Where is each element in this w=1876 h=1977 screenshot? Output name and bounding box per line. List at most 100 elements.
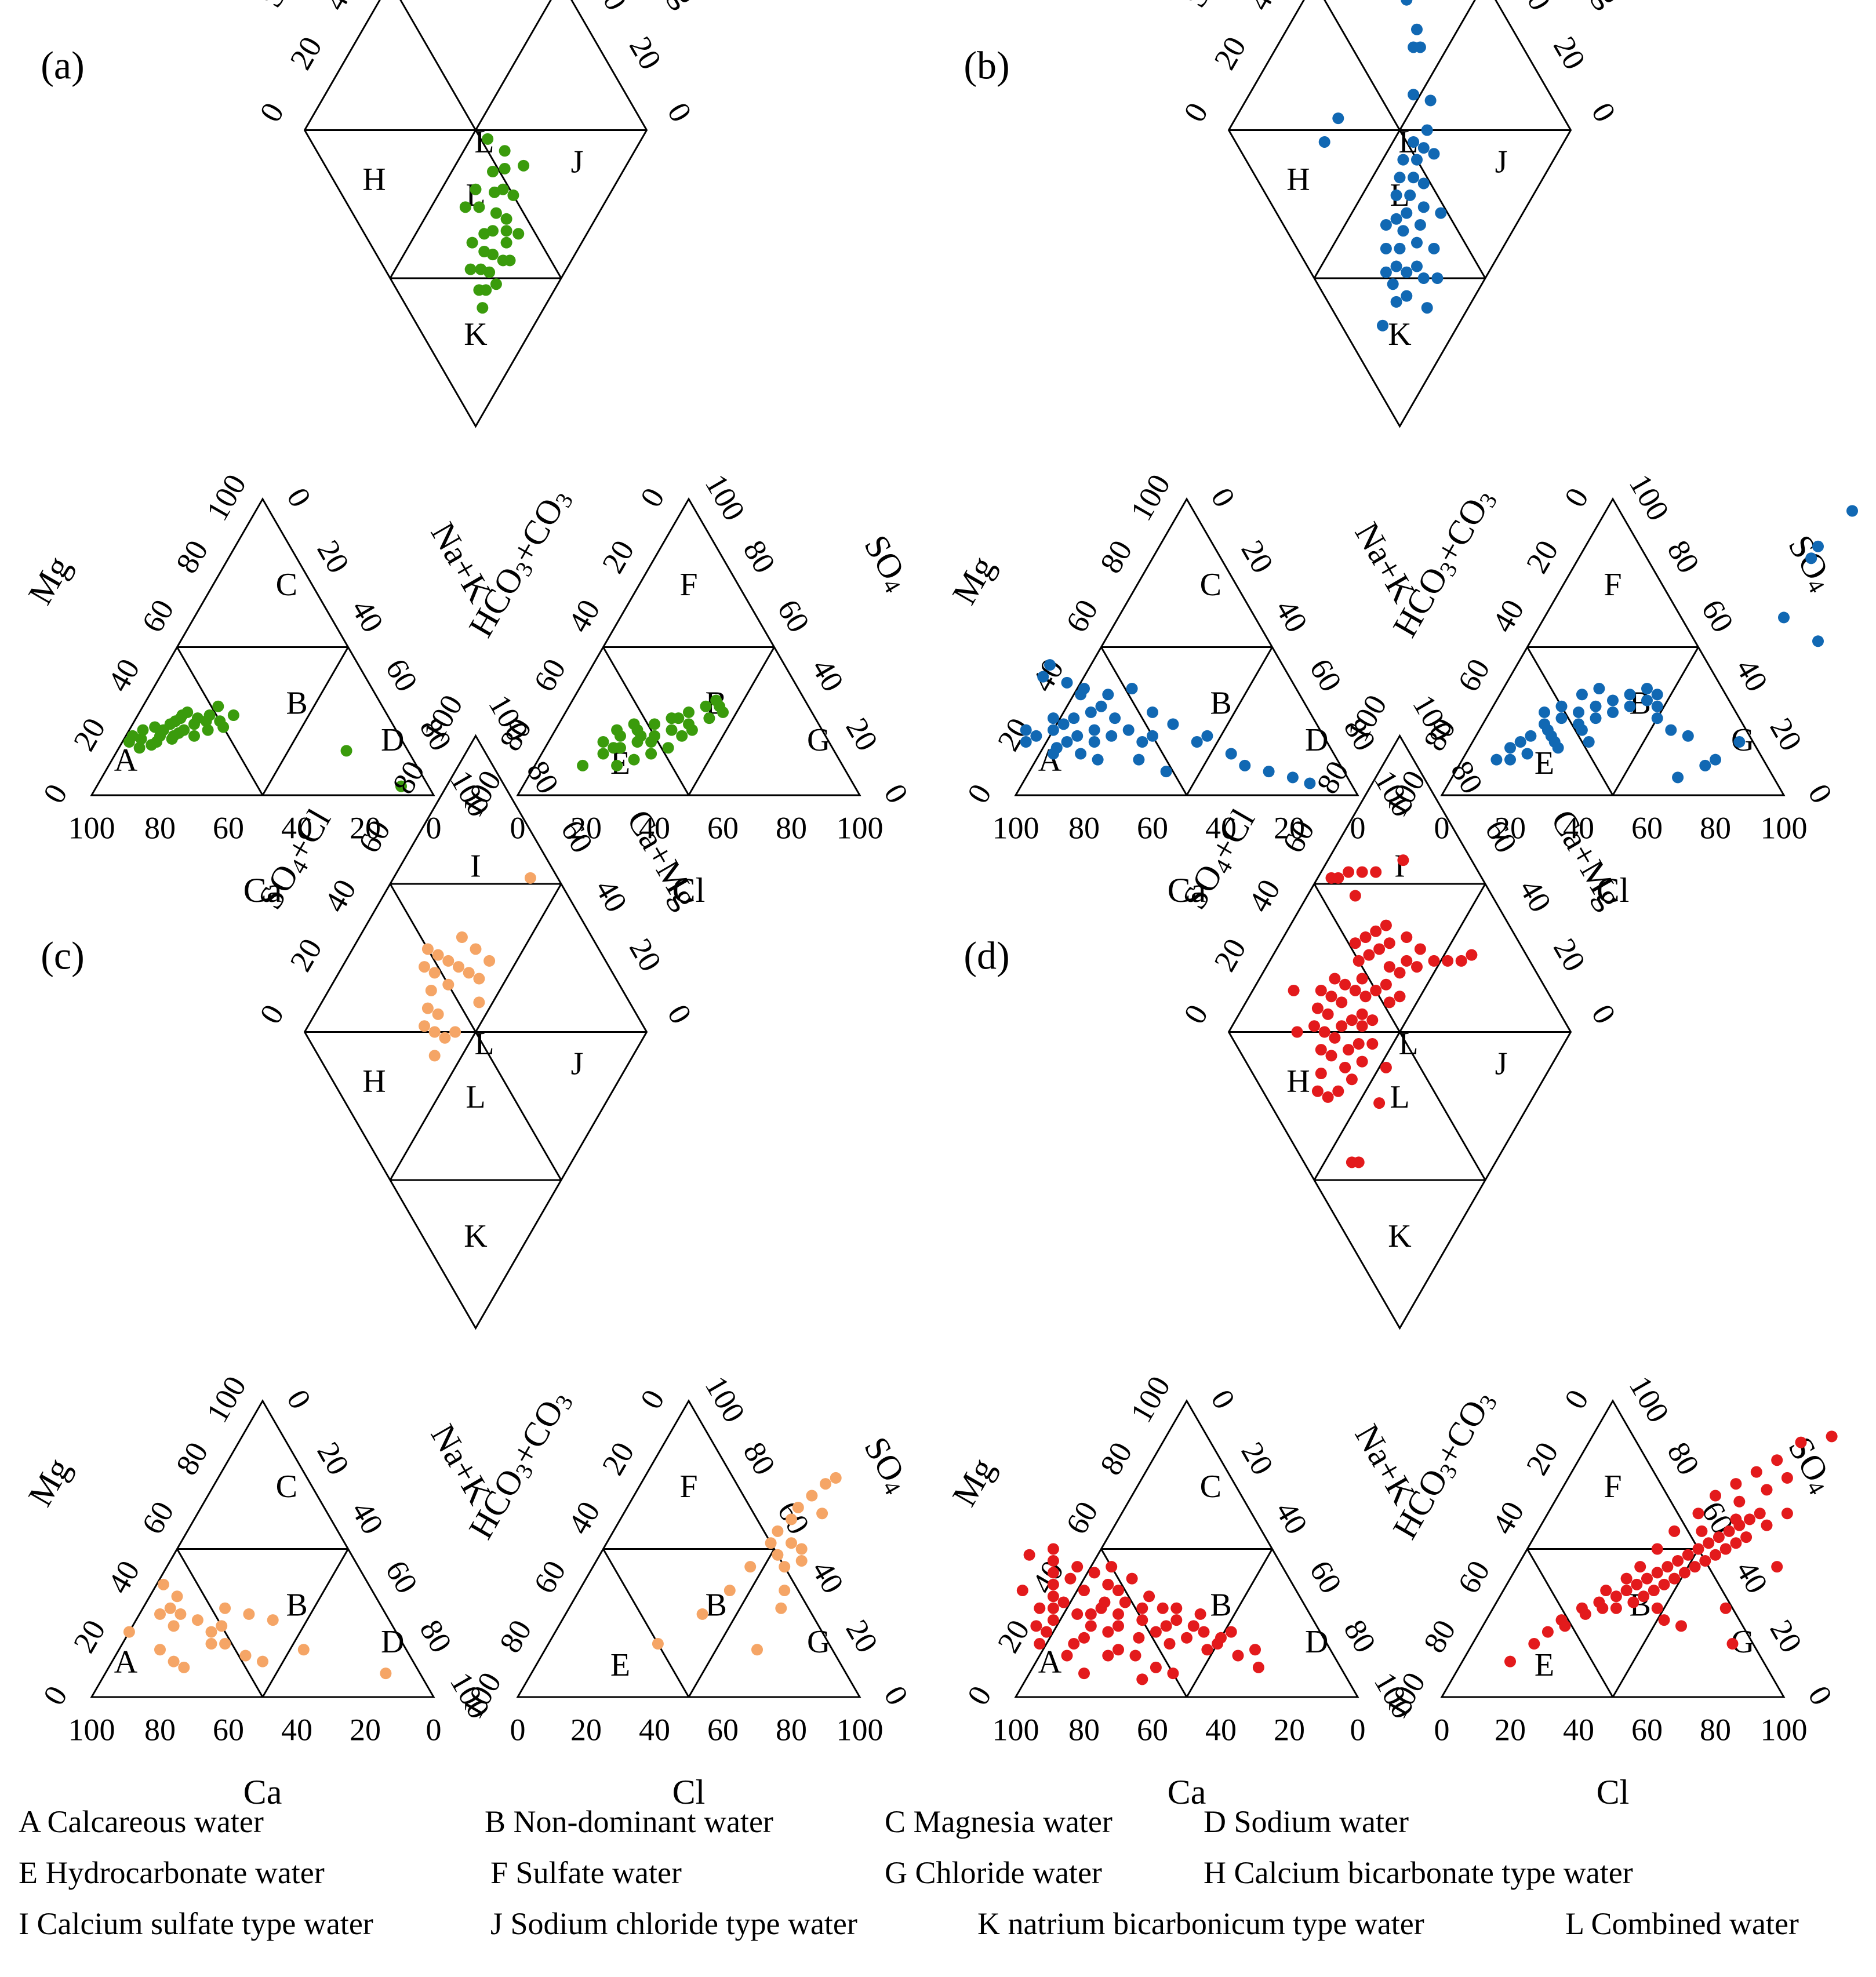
anion-point [1541,1626,1554,1638]
anion-point [744,1561,757,1573]
diamond-point [487,249,499,261]
cation-point [1150,1626,1162,1638]
anion-point [1528,1638,1540,1650]
cation-point [1085,706,1097,718]
cation-point [1143,1590,1155,1603]
diamond-point [1411,260,1423,272]
cation-zone-label: D [381,722,404,758]
anion-point [765,1537,777,1549]
anion-x-tick: 20 [1495,810,1526,845]
cation-point [1198,1626,1210,1638]
anion-left-tick: 80 [493,1614,539,1659]
diamond-point [1428,148,1440,160]
cation-x-tick: 60 [1137,810,1168,845]
diamond-point [1411,23,1423,35]
legend-item-j: J Sodium chloride type water [490,1906,857,1941]
anion-point [649,718,660,730]
diamond-point [425,984,437,996]
diamond-point [1353,1156,1365,1168]
cation-triangle: 100008020206040404060602080800100100CaMg… [21,468,500,909]
anion-point [1631,1578,1643,1590]
anion-point [1573,706,1584,718]
cation-left-tick: 100 [1124,1370,1177,1428]
anion-left-tick: 0 [1557,482,1595,513]
cation-right-tick: 60 [379,653,424,697]
anion-point [1490,753,1503,766]
anion-x-tick: 20 [570,1712,602,1747]
cation-left-tick: 20 [991,1614,1037,1659]
diamond-left-tick: 0 [1177,97,1215,128]
cation-point [1102,1626,1114,1638]
diamond-point [1401,266,1413,278]
anion-point [1504,753,1516,766]
cation-point [1136,1614,1148,1626]
anion-triangle: 010010020808040606060404080202010000ClHC… [455,1370,915,1811]
cation-right-tick: 80 [413,1614,459,1659]
anion-point [1638,1590,1650,1603]
cation-point [1112,1585,1124,1597]
diamond-point [1390,213,1402,225]
anion-right-tick: 0 [1801,778,1839,809]
diamond-right-tick: 80 [1444,755,1490,800]
diamond-point [1401,931,1413,944]
diamond-point [477,302,489,314]
anion-x-tick: 60 [1631,1712,1663,1747]
cation-point [1047,1578,1059,1590]
anion-left-tick: 0 [633,482,671,513]
diamond-point [1315,984,1327,996]
anion-left-tick: 20 [1519,1436,1565,1481]
cation-point [1061,1650,1073,1662]
diamond-left-tick: 0 [253,97,290,128]
cation-point [1085,1620,1097,1632]
cation-x-tick: 40 [1205,810,1237,845]
diamond-point [1380,1061,1392,1073]
cation-point [1092,753,1104,766]
anion-x-tick: 100 [837,810,884,845]
anion-left-tick: 40 [561,594,607,638]
anion-point [1754,1508,1766,1520]
anion-right-title: SO4 [855,529,918,597]
diamond-point [1366,1014,1379,1026]
cation-point [1106,730,1118,742]
anion-x-tick: 40 [639,1712,670,1747]
anion-x-tick: 0 [510,1712,526,1747]
anion-left-tick: 40 [561,1495,607,1540]
cation-point [219,1602,231,1614]
diamond-point [1346,1073,1358,1086]
cation-point [1187,1620,1199,1632]
diamond-point [1380,978,1392,991]
diamond-point [1431,272,1444,284]
diamond-point [1421,124,1433,136]
anion-point [1723,1525,1735,1537]
cation-x-tick: 40 [1205,1712,1237,1747]
diamond-point [1421,302,1433,314]
diamond-point [490,278,502,290]
anion-point [703,712,715,724]
cation-point [154,1608,166,1620]
cation-right-tick: 40 [344,1495,390,1540]
cation-zone-label: B [286,1588,307,1623]
anion-point [1733,1495,1746,1508]
anion-left-tick: 60 [1451,653,1497,697]
cation-point [1037,671,1049,683]
anion-x-tick: 40 [639,810,670,845]
cation-point [1232,1650,1244,1662]
diamond-zone-label: H [1286,161,1310,197]
cation-point [1047,1554,1059,1567]
anion-point [751,1644,763,1656]
diamond-point [1356,1008,1368,1020]
anion-zone-label: B [706,1588,727,1623]
diamond-left-tick: 40 [317,873,363,918]
diamond-point [1356,1020,1368,1032]
diamond-point [1363,949,1375,961]
cation-right-tick: 0 [1204,1384,1242,1415]
cation-point [1088,1567,1100,1579]
cation-point [243,1608,255,1620]
anion-point [1583,736,1595,748]
diamond-right-tick: 40 [588,873,634,918]
anion-left-tick: 80 [1417,1614,1463,1659]
anion-point [645,736,657,748]
diamond-right-tick: 0 [1585,999,1623,1029]
cation-point [1112,1644,1124,1656]
diamond-point [419,1020,430,1032]
